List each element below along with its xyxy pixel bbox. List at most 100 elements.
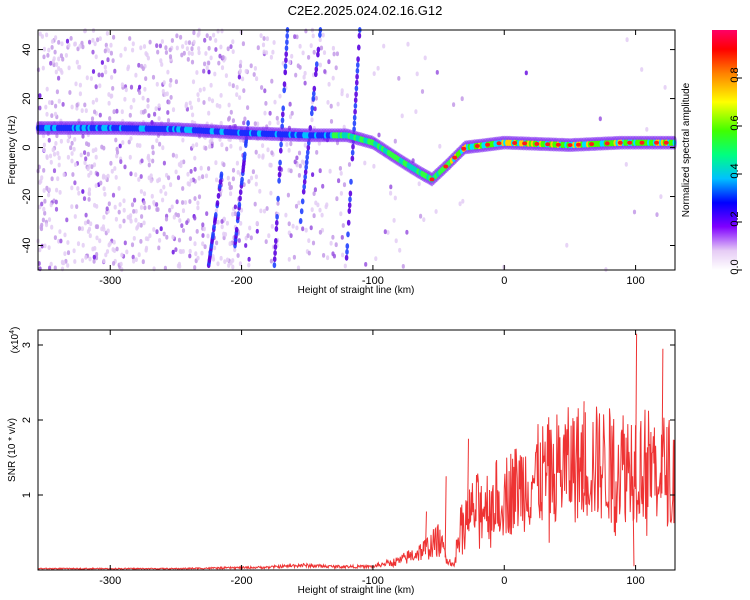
noise-dot — [45, 185, 49, 191]
noise-dot — [195, 229, 199, 234]
noise-dot — [219, 44, 223, 50]
noise-dot — [203, 61, 207, 67]
noise-dot — [196, 92, 200, 97]
noise-dot — [192, 30, 196, 36]
noise-dot — [38, 31, 42, 37]
noise-dot — [115, 146, 119, 152]
noise-dot — [146, 97, 150, 103]
noise-dot — [393, 195, 397, 201]
noise-dot — [161, 197, 165, 203]
noise-dot — [201, 222, 205, 228]
noise-dot — [168, 207, 172, 213]
noise-dot — [238, 95, 242, 100]
noise-dot — [107, 201, 111, 207]
noise-dot — [57, 66, 61, 71]
noise-dot — [268, 120, 272, 126]
noise-dot — [190, 59, 195, 65]
noise-dot — [289, 233, 293, 239]
noise-dot — [129, 218, 133, 224]
streak-dot — [240, 176, 244, 183]
streak-dot — [346, 231, 350, 238]
noise-dot — [169, 78, 173, 83]
noise-dot — [138, 84, 142, 90]
noise-dot — [156, 207, 160, 212]
noise-dot — [104, 42, 108, 48]
noise-dot — [256, 121, 260, 127]
noise-dot — [438, 143, 442, 149]
noise-dot — [157, 116, 161, 121]
noise-dot — [132, 258, 136, 264]
noise-dot — [253, 121, 257, 126]
noise-dot — [311, 33, 315, 39]
noise-dot — [143, 205, 147, 211]
noise-dot — [237, 238, 241, 243]
noise-dot — [166, 110, 170, 115]
noise-dot — [38, 204, 42, 210]
noise-dot — [133, 197, 137, 203]
noise-dot — [270, 78, 274, 84]
x-tick-label: -300 — [99, 275, 121, 287]
streak-dot — [345, 243, 350, 250]
noise-dot — [49, 261, 53, 267]
noise-dot — [336, 101, 340, 107]
snr-multiplier-label: (x104) — [9, 327, 21, 354]
noise-dot — [215, 177, 219, 183]
noise-dot — [80, 40, 84, 46]
streak-dot — [318, 31, 322, 38]
noise-dot — [54, 69, 58, 75]
streak-dot — [353, 108, 357, 115]
noise-dot — [220, 65, 225, 71]
ridge-peak — [522, 141, 528, 146]
noise-dot — [86, 151, 90, 157]
noise-dot — [181, 228, 186, 233]
noise-dot — [154, 106, 158, 111]
streak-dot — [355, 79, 359, 86]
noise-dot — [66, 138, 70, 144]
noise-dot — [135, 142, 140, 148]
streak-dot — [275, 219, 279, 226]
noise-dot — [60, 266, 65, 272]
noise-dot — [95, 235, 99, 241]
noise-dot — [193, 241, 197, 247]
noise-dot — [322, 50, 327, 55]
streak-dot — [355, 67, 360, 74]
noise-dot — [80, 226, 84, 232]
noise-dot — [50, 224, 54, 230]
streak-dot — [348, 190, 353, 197]
noise-dot — [264, 101, 268, 106]
noise-dot — [99, 180, 103, 186]
y-tick-label: 1 — [21, 492, 33, 498]
noise-dot — [76, 241, 81, 247]
noise-dot — [109, 160, 113, 166]
noise-dot — [197, 46, 201, 51]
noise-dot — [75, 102, 79, 108]
noise-dot — [73, 214, 77, 219]
noise-dot — [102, 173, 106, 179]
noise-dot — [386, 230, 390, 235]
noise-dot — [207, 96, 211, 102]
noise-dot — [38, 180, 42, 185]
noise-dot — [419, 213, 423, 219]
streak-dot — [234, 226, 239, 233]
noise-dot — [171, 249, 175, 255]
noise-dot — [458, 201, 462, 207]
colorbar-tick-label: 0.6 — [729, 115, 741, 130]
noise-dot — [114, 137, 118, 143]
noise-dot — [115, 108, 119, 114]
noise-dot — [231, 118, 235, 123]
noise-dot — [47, 47, 51, 53]
noise-dot — [63, 232, 67, 238]
noise-dot — [119, 159, 123, 165]
noise-dot — [229, 143, 233, 149]
noise-dot — [197, 175, 201, 181]
noise-dot — [205, 211, 209, 217]
streak-dot — [356, 56, 360, 63]
noise-dot — [171, 152, 175, 158]
noise-dot — [67, 65, 71, 71]
noise-dot — [189, 178, 193, 184]
noise-dot — [206, 233, 210, 239]
noise-dot — [109, 42, 113, 48]
noise-dot — [93, 202, 97, 208]
noise-dot — [309, 225, 313, 231]
noise-dot — [332, 253, 336, 259]
